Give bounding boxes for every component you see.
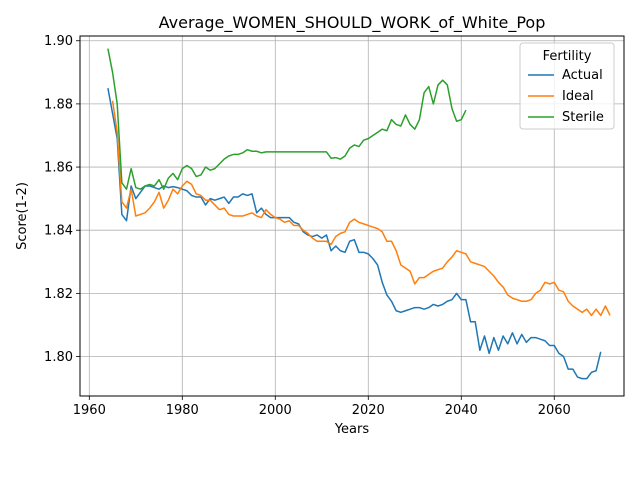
x-tick-label: 2020	[352, 403, 385, 418]
x-axis-ticks: 1960 1980 2000 2020 2040 2060	[73, 396, 571, 418]
y-tick-label: 1.88	[44, 97, 73, 112]
y-tick-label: 1.80	[44, 350, 73, 365]
legend-label-actual: Actual	[562, 68, 603, 83]
x-axis-label: Years	[334, 422, 370, 437]
y-tick-label: 1.86	[44, 161, 73, 176]
legend: Fertility Actual Ideal Sterile	[520, 43, 614, 129]
series-line-actual	[108, 88, 601, 379]
x-tick-label: 2040	[445, 403, 478, 418]
x-tick-label: 1980	[166, 403, 199, 418]
y-tick-label: 1.82	[44, 287, 73, 302]
y-tick-label: 1.84	[44, 224, 73, 239]
legend-label-sterile: Sterile	[562, 110, 604, 125]
legend-label-ideal: Ideal	[562, 89, 594, 104]
y-axis-label: Score(1-2)	[15, 182, 30, 250]
x-tick-label: 1960	[73, 403, 106, 418]
series-line-sterile	[108, 49, 466, 190]
chart-title: Average_WOMEN_SHOULD_WORK_of_White_Pop	[159, 13, 546, 33]
y-axis-ticks: 1.80 1.82 1.84 1.86 1.88 1.90	[44, 34, 80, 365]
x-tick-label: 2060	[538, 403, 571, 418]
y-tick-label: 1.90	[44, 34, 73, 49]
x-tick-label: 2000	[259, 403, 292, 418]
legend-title: Fertility	[543, 49, 592, 64]
series-line-ideal	[113, 101, 611, 316]
